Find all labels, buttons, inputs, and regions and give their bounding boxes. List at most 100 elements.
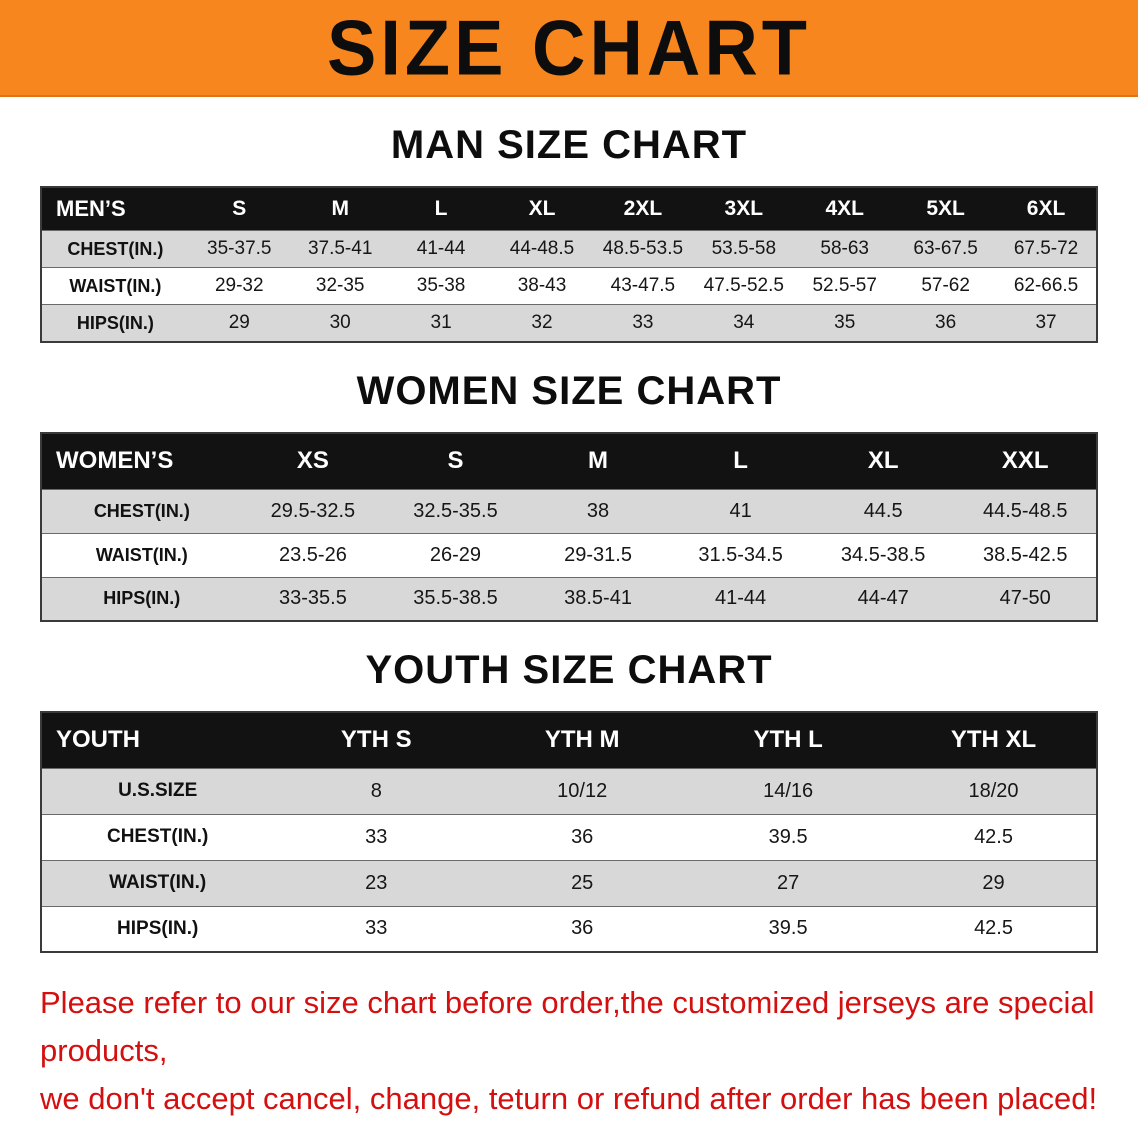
row-label: HIPS(IN.) — [117, 917, 199, 939]
row-label: WAIST(IN.) — [95, 544, 188, 565]
size-value-cell: 10/12 — [557, 779, 608, 802]
size-value-cell: 34.5-38.5 — [840, 543, 926, 566]
women-section-title: WOMEN SIZE CHART — [356, 369, 782, 413]
size-value-cell: 41 — [729, 499, 752, 522]
table-row: U.S.SIZE 8 10/12 14/16 18/20 — [41, 768, 1097, 814]
size-value-cell: 38.5-42.5 — [982, 543, 1068, 566]
size-value-cell: 25 — [571, 871, 594, 894]
men-section-title: MAN SIZE CHART — [390, 123, 748, 167]
size-value-cell: 37.5-41 — [307, 238, 373, 259]
size-value-cell: 67.5-72 — [1013, 238, 1079, 259]
row-label: WAIST(IN.) — [109, 872, 207, 893]
size-value-cell: 29 — [982, 871, 1005, 894]
size-value-cell: 26-29 — [429, 543, 482, 566]
size-column-header: S — [188, 187, 290, 231]
size-value-cell: 42.5 — [974, 917, 1013, 940]
size-column-header: XXL — [954, 433, 1097, 489]
size-column-header: M — [526, 433, 670, 489]
size-value-cell: 29-31.5 — [564, 543, 632, 566]
size-value-cell: 33-35.5 — [278, 587, 347, 610]
women-size-table: WOMEN’S XS S M L XL XXL CHEST(IN.) 29.5-32.5 32.5… — [40, 432, 1098, 622]
size-value-cell: 39.5 — [768, 825, 808, 848]
men-size-table: MEN’S S M L XL 2XL 3XL 4XL 5XL 6XL CHEST(IN.) 35-37… — [40, 186, 1098, 343]
size-value-cell: 37 — [1035, 312, 1057, 333]
size-column-header: YTH M — [479, 712, 686, 768]
size-value-cell: 57-62 — [921, 275, 970, 296]
size-value-cell: 32 — [531, 312, 553, 333]
youth-size-table: YOUTH YTH S YTH M YTH L YTH XL U.S.SIZE 8 10/12… — [40, 711, 1098, 953]
size-value-cell: 36 — [935, 312, 957, 333]
size-column-header: XL — [491, 187, 593, 231]
row-label: CHEST(IN.) — [106, 826, 209, 847]
men-size-section: MAN SIZE CHART MEN’S S M L XL 2XL 3XL 4XL 5XL 6XL… — [0, 123, 1138, 343]
size-column-header: L — [669, 433, 812, 489]
table-corner-label: MEN’S — [41, 187, 189, 231]
size-value-cell: 35 — [834, 312, 856, 333]
table-row: CHEST(IN.) 33 36 39.5 42.5 — [41, 814, 1097, 860]
size-column-header: 3XL — [693, 187, 795, 231]
size-value-cell: 31 — [430, 312, 452, 333]
size-value-cell: 35.5-38.5 — [413, 587, 498, 610]
size-value-cell: 42.5 — [974, 825, 1013, 848]
size-value-cell: 63-67.5 — [913, 238, 978, 259]
size-column-header: M — [289, 187, 391, 231]
size-value-cell: 38.5-41 — [564, 587, 632, 610]
row-label: U.S.SIZE — [118, 780, 198, 801]
size-value-cell: 39.5 — [768, 917, 808, 940]
row-label: WAIST(IN.) — [69, 275, 162, 296]
notice-line-2: we don't accept cancel, change, teturn o… — [40, 1081, 1098, 1117]
size-value-cell: 33 — [365, 825, 388, 848]
footer-notice: Please refer to our size chart before or… — [40, 979, 1120, 1123]
size-value-cell: 36 — [571, 917, 594, 940]
table-row: CHEST(IN.) 29.5-32.5 32.5-35.5 38 41 44.5 44.5… — [41, 489, 1097, 533]
size-value-cell: 44-47 — [857, 587, 909, 610]
size-value-cell: 53.5-58 — [711, 238, 777, 259]
size-value-cell: 41-44 — [416, 238, 466, 259]
size-value-cell: 29 — [228, 312, 250, 333]
size-column-header: YTH XL — [891, 712, 1097, 768]
size-value-cell: 52.5-57 — [812, 275, 877, 296]
size-value-cell: 38-43 — [517, 275, 567, 296]
size-value-cell: 62-66.5 — [1013, 275, 1079, 296]
table-header-row: YOUTH YTH S YTH M YTH L YTH XL — [41, 712, 1097, 768]
table-row: HIPS(IN.) 33-35.5 35.5-38.5 38.5-41 41-44 44-… — [41, 577, 1097, 621]
size-column-header: S — [384, 433, 527, 489]
table-row: WAIST(IN.) 23.5-26 26-29 29-31.5 31.5-34.5 34… — [41, 533, 1097, 577]
table-row: HIPS(IN.) 33 36 39.5 42.5 — [41, 906, 1097, 952]
size-value-cell: 33 — [632, 312, 654, 333]
size-value-cell: 8 — [370, 779, 382, 802]
size-value-cell: 35-38 — [416, 275, 466, 296]
row-label: HIPS(IN.) — [103, 588, 181, 609]
size-column-header: XS — [241, 433, 385, 489]
size-value-cell: 34 — [733, 312, 755, 333]
row-label: CHEST(IN.) — [93, 500, 190, 521]
size-value-cell: 41-44 — [715, 587, 767, 610]
size-value-cell: 27 — [776, 871, 800, 894]
size-value-cell: 23 — [365, 871, 388, 894]
size-value-cell: 31.5-34.5 — [698, 543, 783, 566]
table-header-row: WOMEN’S XS S M L XL XXL — [41, 433, 1097, 489]
size-value-cell: 47.5-52.5 — [703, 275, 784, 296]
table-row: WAIST(IN.) 23 25 27 29 — [41, 860, 1097, 906]
page-title: SIZE CHART — [327, 3, 811, 91]
size-value-cell: 58-63 — [820, 238, 870, 259]
size-value-cell: 44.5-48.5 — [982, 499, 1068, 522]
size-value-cell: 32-35 — [315, 275, 365, 296]
size-value-cell: 35-37.5 — [207, 238, 272, 259]
size-value-cell: 33 — [365, 917, 388, 940]
size-value-cell: 43-47.5 — [610, 275, 676, 296]
women-size-section: WOMEN SIZE CHART WOMEN’S XS S M L XL XXL CHEST(… — [0, 369, 1138, 622]
size-column-header: 4XL — [794, 187, 896, 231]
size-value-cell: 18/20 — [968, 779, 1019, 802]
size-value-cell: 14/16 — [763, 779, 814, 802]
banner: SIZE CHART — [0, 0, 1138, 97]
table-corner-label: WOMEN’S — [41, 433, 242, 489]
size-column-header: 2XL — [592, 187, 694, 231]
size-value-cell: 48.5-53.5 — [602, 238, 684, 259]
size-column-header: YTH L — [685, 712, 892, 768]
size-column-header: YTH S — [273, 712, 480, 768]
size-value-cell: 36 — [571, 825, 594, 848]
table-row: WAIST(IN.) 29-32 32-35 35-38 38-43 43-47.5 47.… — [41, 267, 1097, 305]
size-value-cell: 32.5-35.5 — [413, 499, 498, 522]
